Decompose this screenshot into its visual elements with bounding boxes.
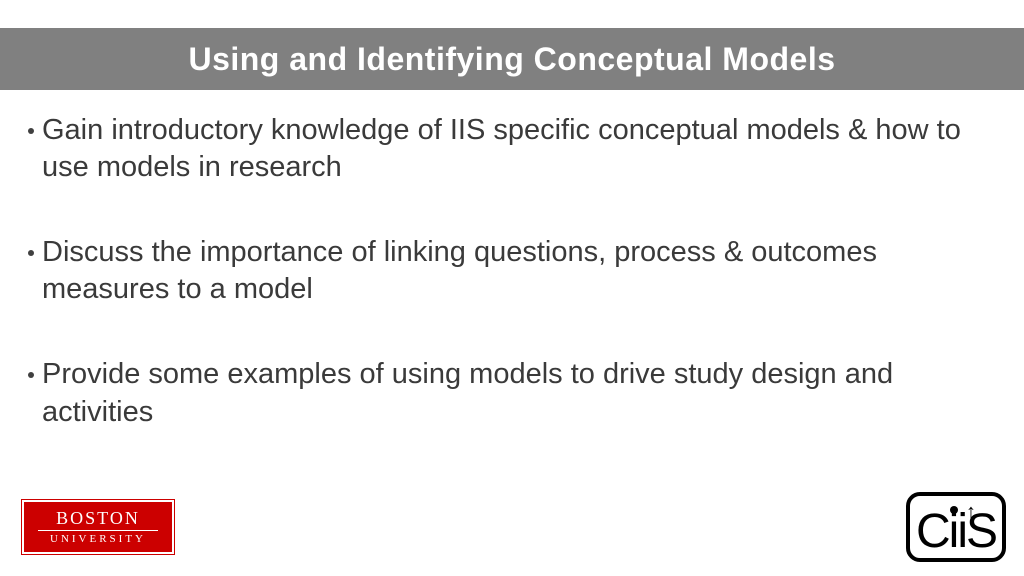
logo-line2: UNIVERSITY: [50, 534, 146, 545]
ciis-logo: ↑ CiiS: [906, 492, 1006, 562]
bullet-icon: [28, 128, 34, 134]
title-bar: Using and Identifying Conceptual Models: [0, 28, 1024, 90]
list-item: Gain introductory knowledge of IIS speci…: [28, 112, 984, 186]
bullet-icon: [28, 372, 34, 378]
logo-line1: BOSTON: [56, 509, 140, 527]
boston-university-logo: BOSTON UNIVERSITY: [22, 500, 174, 554]
bullet-text: Gain introductory knowledge of IIS speci…: [42, 112, 984, 186]
bullet-text: Discuss the importance of linking questi…: [42, 234, 984, 308]
slide: Using and Identifying Conceptual Models …: [0, 0, 1024, 576]
bullet-icon: [28, 250, 34, 256]
list-item: Discuss the importance of linking questi…: [28, 234, 984, 308]
slide-title: Using and Identifying Conceptual Models: [188, 41, 835, 78]
logo-separator: [38, 530, 158, 531]
logo-text: CiiS: [916, 508, 996, 556]
bullet-text: Provide some examples of using models to…: [42, 356, 984, 430]
slide-body: Gain introductory knowledge of IIS speci…: [28, 112, 984, 479]
list-item: Provide some examples of using models to…: [28, 356, 984, 430]
